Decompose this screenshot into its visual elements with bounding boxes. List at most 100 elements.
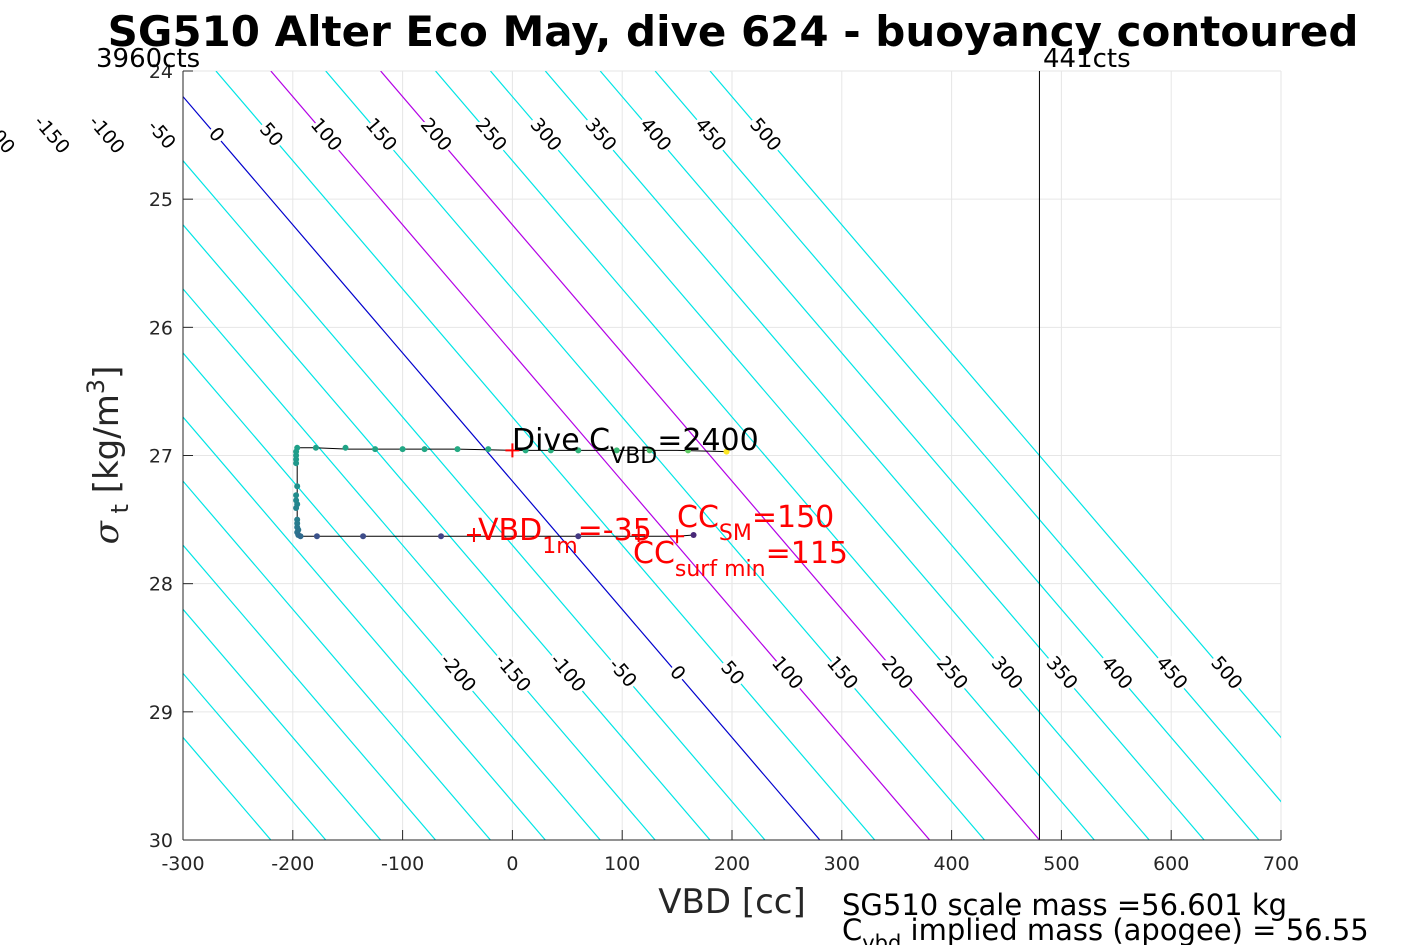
data-point xyxy=(313,533,320,540)
y-tick-label: 26 xyxy=(149,317,173,339)
marker-plus xyxy=(505,443,520,458)
contour-label-top: 0 xyxy=(204,123,229,146)
data-point xyxy=(293,492,300,499)
y-tick-label: 29 xyxy=(149,702,173,724)
contour-label-top: 500 xyxy=(745,114,785,156)
y-tick-label: 24 xyxy=(149,61,173,83)
contour-line xyxy=(654,71,1281,803)
contour-line xyxy=(183,672,327,840)
data-point xyxy=(399,446,406,453)
dive-cvbd-annotation: Dive CVBD=2400 xyxy=(512,423,759,469)
scale-mass-text: SG510 scale mass =56.601 kg xyxy=(842,888,1287,922)
contour-line xyxy=(183,223,711,840)
cc-sm-annotation: CCSM=150 xyxy=(677,500,834,546)
marker-plus xyxy=(670,529,685,544)
data-point xyxy=(312,444,319,451)
x-tick-label: 700 xyxy=(1263,853,1299,875)
x-tick-label: 400 xyxy=(933,853,969,875)
implied-mass-text: Cvbd implied mass (apogee) = 56.55 xyxy=(842,913,1369,945)
contour-label-bottom: -150 xyxy=(490,650,535,697)
data-point xyxy=(293,505,300,512)
contour-label-bottom: 500 xyxy=(1206,652,1246,694)
data-point xyxy=(293,460,300,467)
x-tick-label: -300 xyxy=(161,853,204,875)
data-point xyxy=(522,447,529,454)
contour-line xyxy=(183,287,656,840)
data-point xyxy=(685,447,692,454)
x-tick-label: -100 xyxy=(381,853,424,875)
tick-labels: -300 -200 -100 0 100 200 300 400 500 600 700242526… xyxy=(149,61,1299,875)
contour-line xyxy=(183,416,546,840)
contour-label-bottom: 0 xyxy=(665,661,690,684)
contour-line xyxy=(215,71,876,840)
contour-label-top: -100 xyxy=(84,111,129,158)
contour-label-top: 450 xyxy=(690,114,730,156)
right-count-label: 441cts xyxy=(1043,44,1131,74)
y-tick-label: 27 xyxy=(149,446,173,468)
contour-line xyxy=(183,95,821,840)
contour-label-top: 50 xyxy=(255,118,287,151)
contour-label-top: -50 xyxy=(143,116,180,154)
contour-label-bottom: -50 xyxy=(604,654,641,692)
data-point xyxy=(438,533,445,540)
contour-label-bottom: 150 xyxy=(822,652,862,694)
contour-label-top: 150 xyxy=(361,114,401,156)
data-point xyxy=(342,444,349,451)
data-point xyxy=(372,446,379,453)
y-tick-label: 28 xyxy=(149,574,173,596)
contour-line xyxy=(599,71,1260,840)
x-tick-label: 0 xyxy=(506,853,518,875)
contour-line xyxy=(183,480,491,840)
contour-label-bottom: 200 xyxy=(877,652,917,694)
contour-line xyxy=(544,71,1205,840)
chart-title: SG510 Alter Eco May, dive 624 - buoyancy… xyxy=(108,7,1359,56)
data-point xyxy=(454,446,461,453)
contour-line xyxy=(380,71,1040,840)
data-point xyxy=(613,447,620,454)
contour-line xyxy=(435,71,1095,840)
contour-label-bottom: 50 xyxy=(716,657,748,690)
axes xyxy=(182,70,1282,841)
contour-label-bottom: 400 xyxy=(1097,652,1137,694)
data-point xyxy=(690,531,697,538)
left-count-label: 3960cts xyxy=(96,44,200,74)
contour-label-bottom: -100 xyxy=(545,650,590,697)
data-point xyxy=(485,446,492,453)
data-point xyxy=(723,448,730,455)
data-points xyxy=(293,444,730,540)
marker-plus xyxy=(466,527,481,542)
contour-label-top: 350 xyxy=(580,114,620,156)
data-point xyxy=(575,533,582,540)
data-point xyxy=(294,483,301,490)
contour-label-bottom: 300 xyxy=(987,652,1027,694)
x-axis-label: VBD [cc] xyxy=(658,882,806,922)
contour-label-top: -150 xyxy=(29,111,74,158)
contour-label-top: 300 xyxy=(526,114,566,156)
contour-label-top: 200 xyxy=(416,114,456,156)
data-point xyxy=(360,533,367,540)
cc-surf-min-annotation: CCsurf min=115 xyxy=(633,536,848,582)
contour-label-top: 100 xyxy=(306,114,346,156)
x-tick-label: 600 xyxy=(1153,853,1189,875)
data-point xyxy=(575,447,582,454)
contour-line xyxy=(183,352,601,840)
contour-label-bottom: -200 xyxy=(435,650,480,697)
data-point xyxy=(646,447,653,454)
data-point xyxy=(297,533,304,540)
y-axis-label: σ t [kg/m3] xyxy=(82,366,134,545)
contour-line xyxy=(183,608,382,840)
marker-plus xyxy=(631,527,646,542)
contour-line xyxy=(183,159,766,840)
data-point xyxy=(421,446,428,453)
x-tick-label: -200 xyxy=(271,853,314,875)
contour-label-bottom: 450 xyxy=(1151,652,1191,694)
contour-label-top: 250 xyxy=(471,114,511,156)
x-tick-label: 200 xyxy=(714,853,750,875)
contour-line xyxy=(183,544,436,840)
contour-label-top: -200 xyxy=(0,111,19,158)
x-tick-label: 500 xyxy=(1043,853,1079,875)
y-tick-label: 30 xyxy=(149,830,173,852)
contour-label-top: 400 xyxy=(635,114,675,156)
